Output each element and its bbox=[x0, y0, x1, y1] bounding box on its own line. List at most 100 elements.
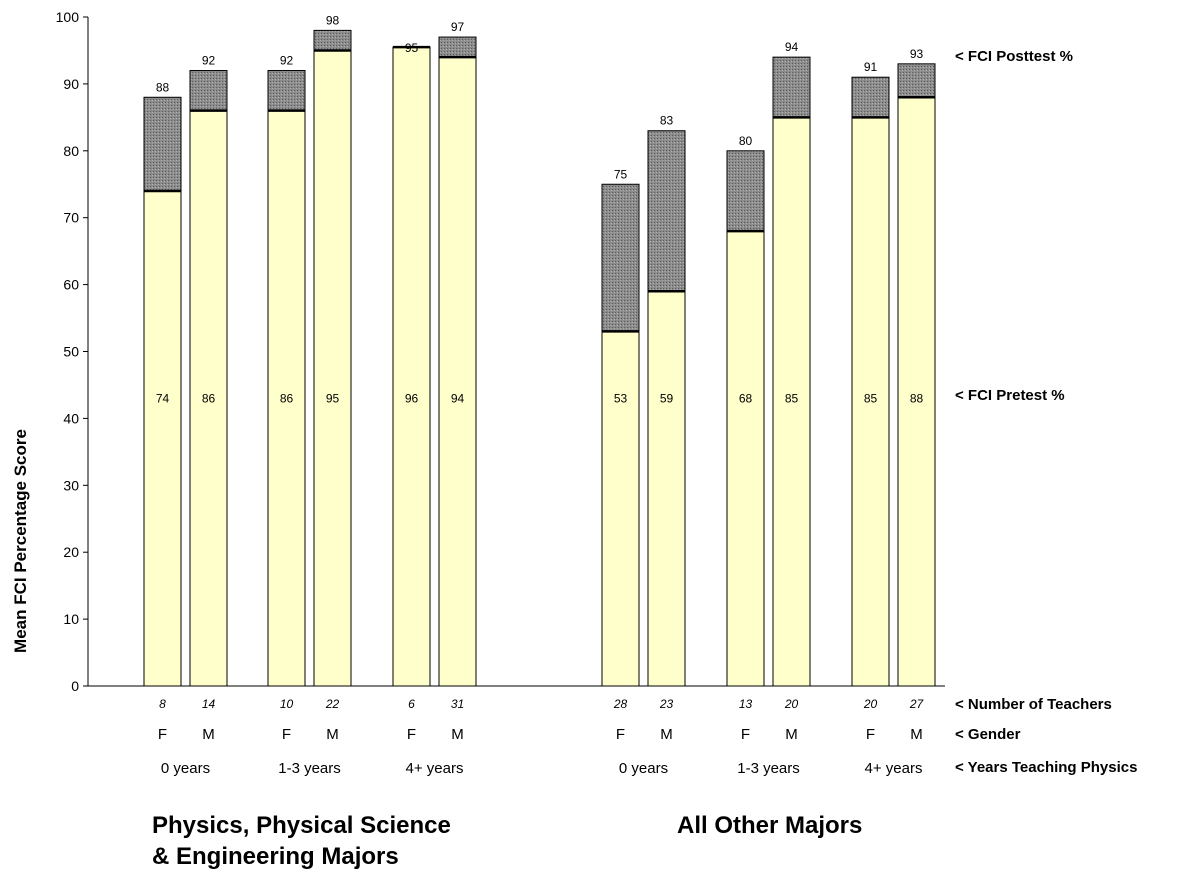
teacher-count-label: 22 bbox=[325, 697, 340, 711]
bar-posttest-label: 98 bbox=[326, 13, 340, 27]
bar-posttest-label: 94 bbox=[785, 40, 799, 54]
teacher-count-label: 14 bbox=[202, 697, 216, 711]
gender-label: F bbox=[616, 726, 625, 743]
y-tick-label: 60 bbox=[63, 277, 79, 293]
bar-posttest-label: 83 bbox=[660, 114, 674, 128]
bar-pretest-segment bbox=[392, 46, 431, 687]
bar-pretest-label: 88 bbox=[910, 391, 924, 405]
bar-pretest-label: 85 bbox=[864, 391, 878, 405]
bar-pretest-segment bbox=[189, 110, 228, 687]
teacher-count-label: 31 bbox=[451, 697, 464, 711]
bar-pretest-label: 86 bbox=[280, 391, 294, 405]
bar-6: 53 75 bbox=[601, 167, 640, 687]
bar-posttest-label: 75 bbox=[614, 167, 628, 181]
bar-posttest-label: 92 bbox=[202, 54, 216, 68]
bar-posttest-label: 97 bbox=[451, 20, 465, 34]
bar-posttest-label: 91 bbox=[864, 60, 878, 74]
bar-pretest-label: 86 bbox=[202, 391, 216, 405]
teacher-count-label: 20 bbox=[784, 697, 799, 711]
bar-pretest-label: 95 bbox=[326, 391, 340, 405]
bar-pretest-label: 53 bbox=[614, 391, 628, 405]
group-title-other: All Other Majors bbox=[677, 812, 862, 839]
bar-8: 68 80 bbox=[726, 134, 765, 687]
years-label: 4+ years bbox=[406, 760, 464, 777]
bar-7: 59 83 bbox=[647, 114, 686, 687]
teacher-count-label: 8 bbox=[159, 697, 166, 711]
group-title-physics-line2: & Engineering Majors bbox=[152, 843, 399, 869]
bar-posttest-label: 88 bbox=[156, 80, 170, 94]
gender-label: M bbox=[660, 726, 673, 743]
bar-pretest-segment bbox=[313, 49, 352, 687]
teacher-count-label: 27 bbox=[909, 697, 925, 711]
group-title-physics-line1: Physics, Physical Science bbox=[152, 812, 451, 839]
y-tick-label: 10 bbox=[63, 611, 79, 627]
bar-10: 85 91 bbox=[851, 60, 890, 687]
bar-pretest-label: 68 bbox=[739, 391, 753, 405]
bar-pretest-label: 96 bbox=[405, 391, 419, 405]
posttest-row-label: < FCI Posttest % bbox=[955, 48, 1073, 65]
y-axis-title: Mean FCI Percentage Score bbox=[11, 429, 30, 653]
y-tick-label: 30 bbox=[63, 477, 79, 493]
gender-label: M bbox=[202, 726, 215, 743]
bar-pretest-segment bbox=[647, 290, 686, 687]
y-tick-label: 50 bbox=[63, 344, 79, 360]
row-labels: < FCI Posttest % < FCI Pretest % < Number … bbox=[955, 48, 1137, 776]
bar-pretest-segment bbox=[726, 230, 765, 687]
bar-posttest-label: 93 bbox=[910, 47, 924, 61]
bar-pretest-segment bbox=[143, 190, 182, 687]
teachers-row-label: < Number of Teachers bbox=[955, 696, 1112, 713]
teacher-count-label: 10 bbox=[280, 697, 294, 711]
bar-posttest-label: 80 bbox=[739, 134, 753, 148]
bar-9: 85 94 bbox=[772, 40, 811, 687]
teacher-count-label: 28 bbox=[613, 697, 628, 711]
bar-pretest-label: 59 bbox=[660, 391, 674, 405]
bar-pretest-label: 94 bbox=[451, 391, 465, 405]
y-tick-label: 90 bbox=[63, 76, 79, 92]
years-label: 1-3 years bbox=[737, 760, 800, 777]
gender-label: M bbox=[326, 726, 339, 743]
years-label: 0 years bbox=[161, 760, 210, 777]
y-axis: 0 10 20 30 40 50 60 70 80 90 100 bbox=[56, 9, 89, 694]
gender-label: F bbox=[741, 726, 750, 743]
bar-5: 94 97 bbox=[438, 20, 477, 687]
years-label: 0 years bbox=[619, 760, 668, 777]
bar-pretest-label: 74 bbox=[156, 391, 170, 405]
bar-posttest-label: 92 bbox=[280, 54, 294, 68]
gender-label: M bbox=[451, 726, 464, 743]
category-labels: 8 F 0 years 14 M 10 F 1-3 years 22 M 6 F 4+ years 31 M… bbox=[158, 697, 925, 777]
group-titles: Physics, Physical Science & Engineering M… bbox=[152, 812, 862, 870]
years-label: 4+ years bbox=[865, 760, 923, 777]
bar-3: 95 98 bbox=[313, 13, 352, 687]
bar-4: 96 95 bbox=[392, 41, 431, 687]
gender-label: M bbox=[785, 726, 798, 743]
years-row-label: < Years Teaching Physics bbox=[955, 759, 1137, 776]
gender-label: F bbox=[866, 726, 875, 743]
gender-row-label: < Gender bbox=[955, 726, 1021, 743]
y-tick-label: 80 bbox=[63, 143, 79, 159]
bar-1: 86 92 bbox=[189, 54, 228, 687]
teacher-count-label: 20 bbox=[863, 697, 878, 711]
y-tick-label: 100 bbox=[56, 9, 80, 25]
y-tick-label: 40 bbox=[63, 410, 79, 426]
teacher-count-label: 23 bbox=[659, 697, 674, 711]
years-label: 1-3 years bbox=[278, 760, 341, 777]
gender-label: F bbox=[407, 726, 416, 743]
y-tick-label: 0 bbox=[71, 678, 79, 694]
bar-pretest-segment bbox=[267, 110, 306, 687]
pretest-row-label: < FCI Pretest % bbox=[955, 387, 1065, 404]
bar-pretest-segment bbox=[772, 116, 811, 687]
bars-layer: 74 88 86 92 86 92 95 98 96 95 94 97 53 75 59 83 68 80 85 94… bbox=[143, 13, 936, 687]
bar-posttest-label: 95 bbox=[405, 41, 419, 55]
gender-label: M bbox=[910, 726, 923, 743]
bar-2: 86 92 bbox=[267, 54, 306, 687]
gender-label: F bbox=[158, 726, 167, 743]
y-tick-label: 20 bbox=[63, 544, 79, 560]
bar-pretest-segment bbox=[438, 56, 477, 687]
bar-0: 74 88 bbox=[143, 80, 182, 687]
teacher-count-label: 13 bbox=[739, 697, 753, 711]
bar-pretest-label: 85 bbox=[785, 391, 799, 405]
y-tick-label: 70 bbox=[63, 210, 79, 226]
bar-pretest-segment bbox=[897, 96, 936, 687]
